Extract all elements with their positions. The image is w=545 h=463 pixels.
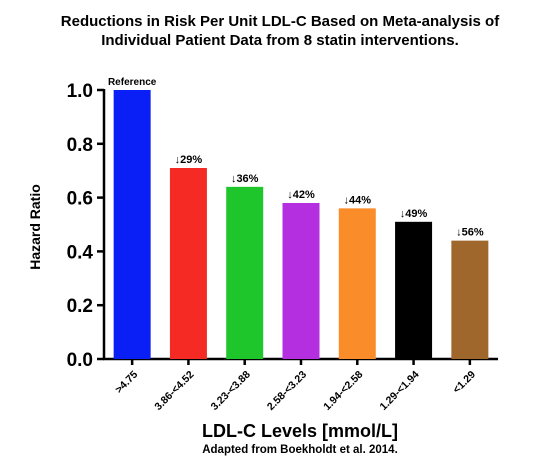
bar-data-label: Reference — [108, 77, 157, 88]
y-tick-label: 0.8 — [67, 135, 93, 156]
bar — [451, 240, 489, 359]
x-axis-label: LDL-C Levels [mmol/L] — [202, 421, 398, 441]
x-tick-label: 1.29-<1.94 — [377, 369, 421, 413]
bar — [338, 208, 376, 359]
bar — [282, 202, 320, 359]
bar-data-label: ↓56% — [456, 227, 484, 239]
bar-data-label: ↓29% — [175, 154, 203, 166]
y-tick-label: 0.0 — [67, 350, 93, 371]
x-tick-label: 3.23-<3.88 — [209, 369, 253, 413]
y-tick-label: 0.2 — [67, 296, 93, 317]
y-tick-label: 1.0 — [67, 81, 93, 102]
x-tick-label: 2.58-<3.23 — [265, 369, 309, 413]
bar — [113, 90, 151, 359]
x-tick-label: 1.94-<2.58 — [321, 369, 365, 413]
x-tick-label: <1.29 — [451, 369, 478, 396]
y-tick-label: 0.6 — [67, 189, 93, 210]
x-tick-label: >4.75 — [113, 369, 140, 396]
bar-data-label: ↓44% — [344, 194, 372, 206]
y-axis-label: Hazard Ratio — [27, 184, 43, 270]
bar — [169, 168, 207, 359]
source-note: Adapted from Boekholdt et al. 2014. — [202, 444, 398, 456]
chart-title: Reductions in Risk Per Unit LDL-C Based … — [60, 13, 500, 49]
bar-data-label: ↓42% — [287, 189, 315, 201]
y-tick-label: 0.4 — [67, 242, 94, 263]
bar — [226, 186, 264, 359]
bar-data-label: ↓36% — [231, 173, 259, 185]
bar-data-label: ↓49% — [400, 208, 428, 220]
x-tick-label: 3.86-<4.52 — [152, 369, 196, 413]
bar — [395, 221, 433, 359]
